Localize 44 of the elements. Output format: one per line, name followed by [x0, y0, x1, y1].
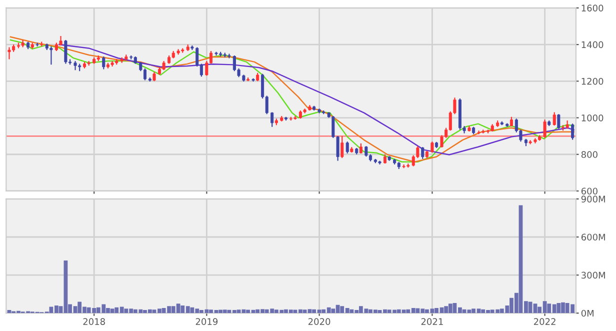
- candlestick: [8, 46, 11, 60]
- candlestick: [557, 114, 560, 130]
- bar: [110, 308, 114, 314]
- candlestick: [64, 39, 68, 64]
- y-tick-label: 1600: [582, 4, 604, 12]
- candlestick: [430, 141, 434, 154]
- candlestick: [510, 116, 513, 128]
- candlestick: [571, 123, 574, 140]
- candlestick: [359, 142, 362, 154]
- bar: [444, 306, 448, 314]
- bar: [218, 310, 223, 314]
- x-tick-label: 2021: [421, 318, 443, 325]
- candlestick: [162, 60, 166, 71]
- y-tick-label: 1400: [582, 41, 604, 48]
- bar: [331, 308, 336, 314]
- candlestick: [364, 146, 368, 158]
- candlestick: [152, 71, 156, 82]
- candlestick: [59, 35, 62, 46]
- y-tick-label: 900M: [581, 196, 605, 202]
- candlestick: [477, 130, 480, 135]
- candlestick: [270, 112, 274, 128]
- y-tick-label: 800: [581, 151, 598, 158]
- y-tick-label: 1200: [582, 78, 604, 85]
- y-tick-label: 1000: [582, 114, 604, 122]
- bar: [222, 310, 227, 314]
- candlestick: [102, 56, 106, 70]
- y-tick-label: 0M: [581, 310, 594, 317]
- y-tick-label: 600: [581, 188, 598, 195]
- candlestick: [421, 146, 424, 160]
- x-tick-label: 2022: [534, 318, 556, 325]
- bar: [556, 302, 561, 314]
- x-tick-label: 2019: [196, 318, 218, 325]
- candlestick: [340, 136, 344, 159]
- candlestick: [543, 119, 546, 138]
- bar: [448, 304, 452, 314]
- candlestick: [228, 53, 231, 59]
- y-tick-label: 600M: [581, 234, 605, 241]
- y-tick-label: 300M: [582, 272, 605, 279]
- candlestick: [552, 112, 556, 126]
- x-tick-label: 2020: [308, 318, 330, 325]
- candlestick: [346, 141, 349, 154]
- candlestick: [74, 60, 77, 71]
- x-tick-label: 2018: [83, 318, 105, 325]
- candlestick: [50, 46, 53, 66]
